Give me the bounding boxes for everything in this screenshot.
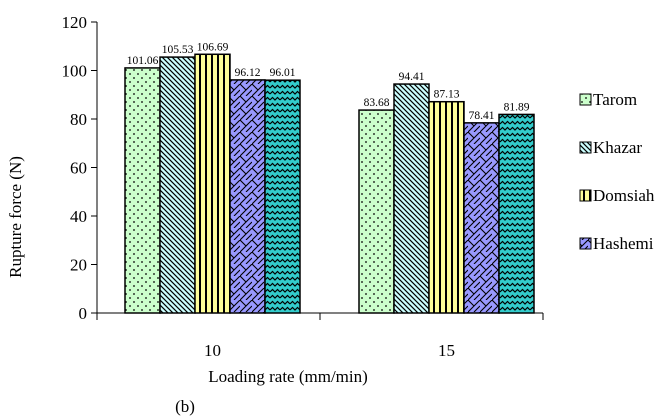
y-tick-label: 40 [70, 207, 87, 226]
legend-swatch [579, 189, 592, 202]
legend-item: Khazar [579, 138, 642, 157]
data-label: 78.41 [469, 110, 495, 122]
legend: Tarom Khazar Domsiah Hashemi [579, 90, 655, 253]
legend-swatch [579, 93, 592, 106]
legend-label: Khazar [593, 138, 642, 157]
data-label: 94.41 [399, 71, 425, 83]
legend-label: Domsiah [593, 186, 655, 205]
x-tick-label: 10 [204, 341, 221, 360]
bar [463, 122, 500, 314]
y-tick-label: 0 [79, 304, 88, 323]
data-label: 83.68 [364, 97, 390, 109]
plot-area: 0 20 40 60 80 100 120 101.06 83.68 105.53 94.41 106… [62, 13, 544, 360]
bar [393, 83, 430, 314]
bar [498, 113, 535, 314]
data-label: 105.53 [162, 44, 194, 56]
legend-label: Tarom [593, 90, 637, 109]
data-label: 101.06 [127, 55, 159, 67]
bar [159, 56, 196, 314]
data-label: 81.89 [504, 101, 530, 113]
bar [428, 100, 465, 314]
legend-swatch [579, 237, 592, 250]
legend-item: Hashemi [579, 234, 654, 253]
x-tick-label: 15 [438, 341, 455, 360]
bar [229, 79, 266, 314]
bar [124, 67, 161, 314]
data-label: 96.01 [270, 67, 296, 79]
y-tick-label: 80 [70, 110, 87, 129]
y-axis-title: Rupture force (N) [6, 156, 25, 278]
figure-label: (b) [175, 397, 195, 416]
y-tick-label: 60 [70, 159, 87, 178]
y-tick-label: 120 [62, 13, 88, 32]
legend-item: Domsiah [579, 186, 655, 205]
legend-item: Tarom [579, 90, 637, 109]
y-tick-label: 20 [70, 256, 87, 275]
legend-swatch [579, 141, 592, 154]
y-tick-label: 100 [62, 62, 88, 81]
legend-label: Hashemi [593, 234, 654, 253]
bar [264, 79, 301, 314]
x-axis-title: Loading rate (mm/min) [208, 367, 368, 386]
data-label: 96.12 [235, 67, 261, 79]
data-label: 106.69 [197, 41, 229, 53]
data-label: 87.13 [434, 89, 460, 101]
bar [358, 109, 395, 314]
bar [194, 53, 231, 314]
